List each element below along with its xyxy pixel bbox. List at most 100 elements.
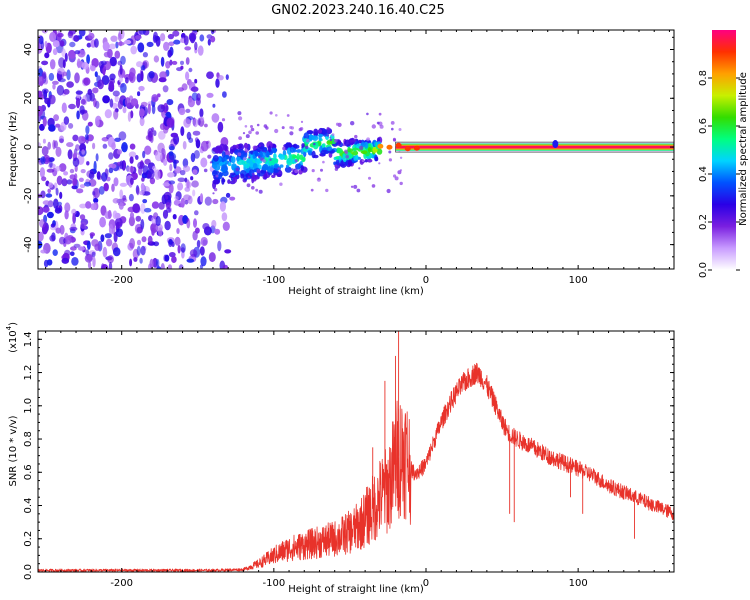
spectrogram-noise-blob	[113, 177, 119, 187]
spectrogram-noise-blob	[39, 167, 46, 178]
spectrogram-noise-blob	[79, 214, 86, 221]
spectrogram-noise-blob	[117, 41, 125, 46]
spectrogram-noise-blob	[146, 41, 154, 48]
spectrogram-speckle	[356, 188, 361, 193]
spectrogram-noise-blob	[42, 138, 46, 144]
spectrogram-noise-blob	[93, 197, 99, 204]
spectrogram-noise-blob	[206, 92, 214, 98]
spectrogram-noise-blob	[197, 118, 201, 126]
spectrogram-speckle	[275, 114, 278, 117]
spectrogram-noise-blob	[180, 126, 185, 137]
spectrogram-noise-blob	[102, 246, 108, 258]
spectrogram-signal-blob	[252, 163, 257, 169]
spectrogram-speckle	[397, 170, 402, 175]
spectrogram-speckle	[237, 152, 242, 157]
spectrogram-signal-blob	[227, 162, 232, 167]
spectrogram-signal-blob	[294, 144, 300, 149]
spectrogram-noise-blob	[192, 189, 196, 197]
spectrogram-noise-blob	[78, 246, 85, 251]
spectrogram-noise-blob	[74, 72, 80, 84]
spectrogram-speckle	[368, 176, 371, 180]
spectrogram-signal-blob	[336, 147, 343, 154]
spectrogram-noise-blob	[200, 236, 208, 247]
spectrogram-speckle	[257, 155, 261, 159]
spectrogram-signal-blob	[212, 179, 220, 185]
spectrogram-signal-blob	[236, 156, 242, 161]
spectrogram-noise-blob	[49, 32, 57, 42]
spectrogram-signal-blob	[307, 150, 312, 154]
spectrogram-noise-blob	[88, 32, 95, 40]
spectrogram-noise-blob	[188, 67, 193, 73]
spectrogram-noise-blob	[169, 163, 173, 172]
spectrogram-noise-blob	[182, 140, 187, 150]
y-tick-label: -40	[23, 236, 34, 252]
spectrogram-noise-blob	[142, 191, 151, 196]
svg-text:(x104): (x104)	[5, 322, 19, 353]
spectrogram-noise-blob	[162, 182, 171, 187]
spectrogram-speckle	[209, 161, 212, 164]
spectrogram-noise-blob	[153, 130, 157, 137]
spectrogram-noise-blob	[117, 32, 122, 42]
spectrogram-noise-blob	[109, 73, 116, 81]
spectrogram-speckle	[353, 184, 358, 189]
spectrogram-noise-blob	[138, 30, 147, 35]
spectrogram-noise-blob	[49, 59, 56, 70]
spectrogram-noise-blob	[80, 98, 86, 105]
spectrogram-speckle	[215, 174, 219, 178]
spectrogram-noise-blob	[107, 255, 114, 264]
spectrogram-noise-blob	[182, 165, 191, 172]
spectrogram-speckle	[250, 127, 255, 132]
spectrogram-noise-blob	[95, 118, 100, 127]
spectrogram-noise-blob	[137, 161, 145, 170]
spectrogram-noise-blob	[128, 72, 136, 84]
spectrogram-noise-blob	[64, 52, 68, 62]
spectrogram-signal-blob	[252, 176, 260, 180]
spectrogram-signal-blob	[333, 161, 337, 166]
spectrogram-speckle	[203, 168, 208, 173]
spectrogram-noise-blob	[184, 200, 189, 205]
spectrogram-signal-blob	[260, 170, 264, 174]
spectrogram-noise-blob	[61, 48, 66, 58]
spectrogram-noise-blob	[76, 188, 84, 194]
spectrogram-noise-blob	[214, 228, 221, 235]
spectrogram-noise-blob	[116, 149, 122, 155]
spectrogram-noise-blob	[89, 232, 96, 237]
spectrogram-noise-blob	[185, 71, 190, 81]
spectrogram-noise-blob	[72, 212, 76, 224]
spectrogram-noise-blob	[96, 171, 101, 180]
spectrogram-noise-blob	[128, 216, 135, 227]
spectrogram-speckle	[205, 141, 209, 144]
spectrogram-speckle	[366, 112, 369, 116]
spectrogram-noise-blob	[174, 166, 182, 174]
spectrogram-noise-blob	[101, 172, 108, 182]
spectrogram-noise-blob	[182, 158, 189, 168]
spectrogram-speckle	[334, 167, 339, 171]
spectrogram-speckle	[204, 123, 208, 128]
spectrogram-noise-blob	[208, 252, 216, 263]
spectrogram-noise-blob	[185, 108, 191, 113]
spectrogram-signal-blob	[313, 128, 319, 137]
spectrogram-noise-blob	[68, 123, 74, 129]
spectrogram-noise-blob	[179, 170, 186, 176]
spectrogram-speckle	[394, 176, 399, 181]
spectrogram-noise-blob	[100, 234, 105, 242]
y-tick-label: 20	[23, 92, 34, 105]
spectrogram-signal-blob	[232, 176, 238, 183]
spectrogram-noise-blob	[39, 123, 45, 131]
spectrogram-noise-blob	[92, 191, 96, 196]
spectrogram-tone-blip	[404, 146, 411, 152]
spectrogram-noise-blob	[85, 249, 90, 256]
spectrogram-noise-blob	[137, 42, 145, 53]
spectrogram-noise-blob	[151, 94, 159, 103]
spectrogram-signal-blob	[300, 165, 305, 171]
spectrogram-noise-blob	[46, 168, 55, 173]
spectrogram-signal-blob	[271, 174, 276, 178]
spectrogram-noise-blob	[69, 41, 76, 48]
spectrogram-noise-blob	[140, 245, 146, 256]
spectrogram-signal-blob	[338, 155, 342, 160]
spectrogram-speckle	[399, 156, 403, 159]
spectrogram-noise-blob	[117, 100, 124, 110]
spectrogram-speckle	[235, 167, 240, 172]
spectrogram-speckle	[289, 131, 294, 136]
